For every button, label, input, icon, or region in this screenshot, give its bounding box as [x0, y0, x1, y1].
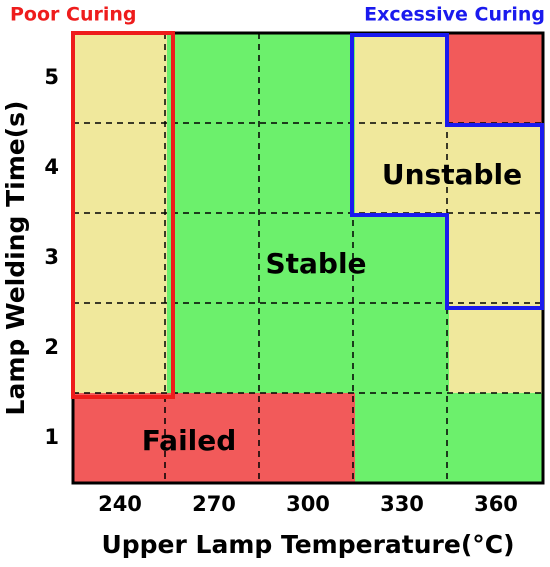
- cell: [167, 33, 261, 123]
- cell: [355, 213, 449, 303]
- cell: [449, 303, 543, 393]
- cell: [167, 393, 261, 483]
- cell: [73, 303, 167, 393]
- cell: [261, 123, 355, 213]
- cell: [449, 213, 543, 303]
- region-label: Stable: [265, 247, 366, 280]
- annotation: Excessive Curing: [364, 4, 545, 26]
- cell: [355, 393, 449, 483]
- y-axis-label: Lamp Welding Time(s): [1, 101, 30, 416]
- cell: [73, 123, 167, 213]
- cell: [355, 123, 449, 213]
- region-label: Failed: [142, 424, 237, 457]
- cell: [261, 213, 355, 303]
- x-tick-label: 330: [380, 492, 424, 516]
- cell: [167, 303, 261, 393]
- cell: [167, 123, 261, 213]
- cell: [261, 393, 355, 483]
- y-tick-label: 4: [44, 155, 59, 179]
- y-tick-label: 3: [44, 245, 59, 269]
- region-label: Unstable: [382, 158, 522, 191]
- y-tick-label: 1: [44, 425, 59, 449]
- x-tick-label: 240: [98, 492, 142, 516]
- cell: [449, 393, 543, 483]
- cell: [449, 123, 543, 213]
- y-tick-label: 5: [44, 65, 59, 89]
- y-tick-label: 2: [44, 335, 59, 359]
- cell: [73, 393, 167, 483]
- cell: [73, 33, 167, 123]
- x-tick-label: 270: [192, 492, 236, 516]
- cell: [355, 303, 449, 393]
- x-tick-label: 360: [474, 492, 518, 516]
- cell: [261, 303, 355, 393]
- poor-curing-outline: [71, 31, 175, 399]
- excessive-curing-outline: [350, 33, 544, 310]
- x-axis-label: Upper Lamp Temperature(°C): [101, 530, 514, 559]
- annotation: Poor Curing: [10, 4, 137, 26]
- cell: [449, 33, 543, 123]
- cell: [261, 33, 355, 123]
- cell: [355, 33, 449, 123]
- x-tick-label: 300: [286, 492, 330, 516]
- cell: [167, 213, 261, 303]
- cell: [73, 213, 167, 303]
